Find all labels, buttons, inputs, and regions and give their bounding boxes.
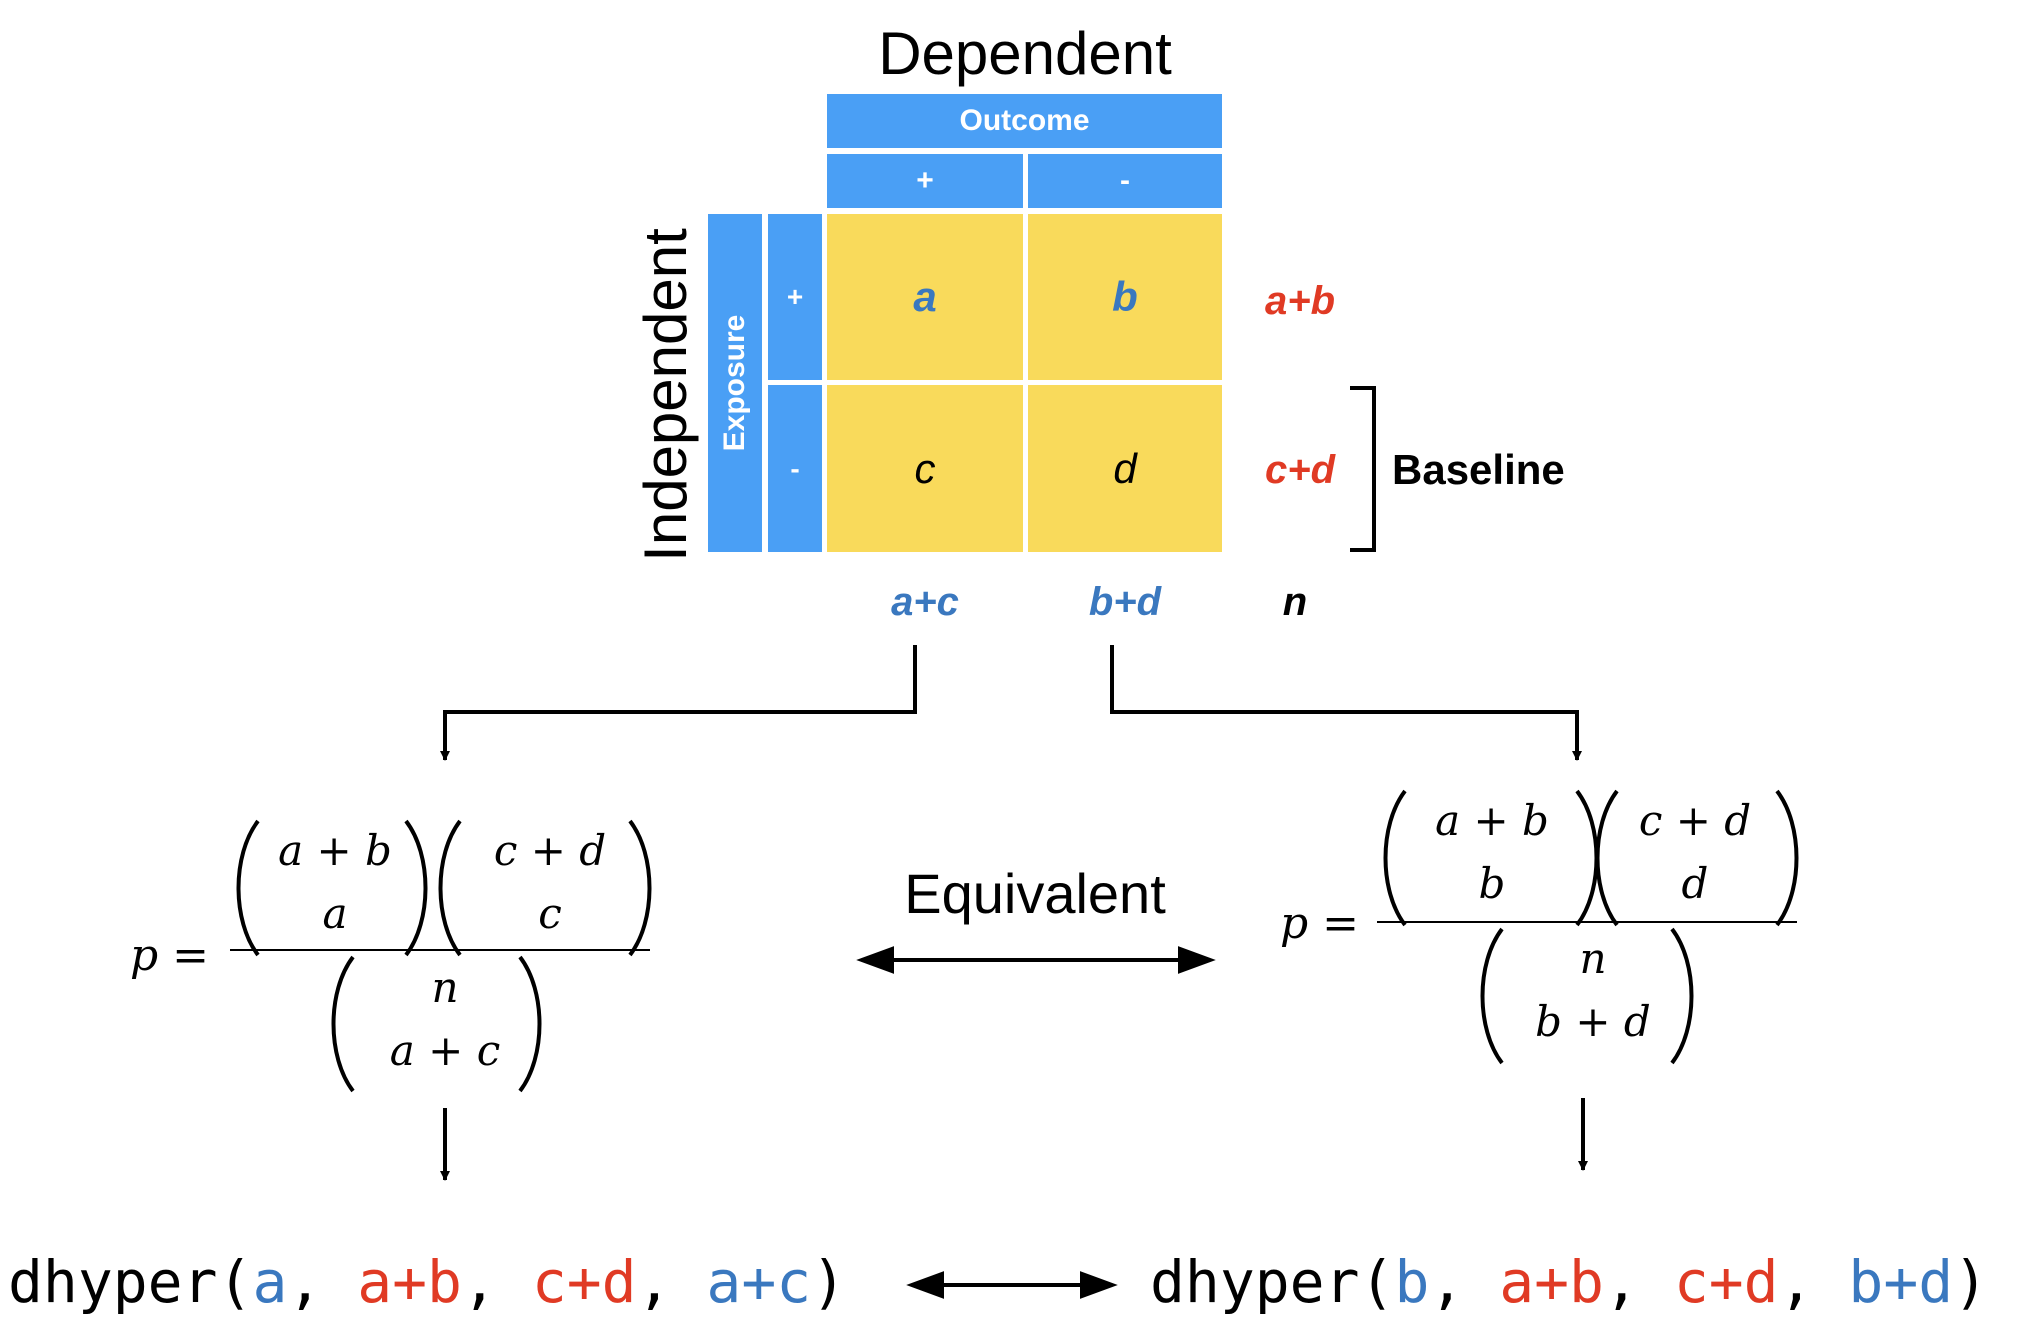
right-formula-p: p = [1280,898,1360,949]
equivalent-arrow-left-head [856,946,894,974]
left-branch-arrow [440,645,917,761]
outcome-minus-header: - [1028,154,1222,208]
right-branch-arrow [1110,645,1582,761]
right-binom-parens [1377,789,1799,1065]
left-formula-p: p = [130,930,210,981]
exposure-minus-header: - [768,385,822,552]
right-binom1-bottom: b [1478,858,1506,908]
left-binom1-bottom: a [322,888,348,938]
cell-d: d [1028,385,1222,552]
code-right: dhyper(b, a+b, c+d, b+d) [1150,1248,1989,1316]
equivalent-label: Equivalent [904,861,1166,925]
cell-a: a [827,214,1023,380]
outcome-plus-header: + [827,154,1023,208]
left-binom3-top: n [431,962,459,1012]
right-binom2-top: c + d [1638,795,1752,845]
cell-b: b [1028,214,1222,380]
right-binom2-bottom: d [1681,858,1709,908]
dependent-title: Dependent [878,19,1172,87]
row-total-ab: a+b [1264,278,1336,323]
right-binom3-bottom: b + d [1535,996,1651,1046]
exposure-plus-header: + [768,214,822,380]
code-arrow-left-head [906,1271,944,1299]
independent-title: Independent [631,228,699,562]
exposure-label: Exposure [718,314,751,452]
left-binom2-top: c + d [493,825,607,875]
equivalent-arrow-right-head [1178,946,1216,974]
left-binom1-top: a + b [278,825,392,875]
left-binom-parens [230,819,652,1093]
col-total-ac: a+c [891,579,959,624]
left-binom2-bottom: c [538,888,562,938]
left-binom3-bottom: a + c [389,1025,501,1075]
cell-c: c [827,385,1023,552]
code-left: dhyper(a, a+b, c+d, a+c) [8,1248,847,1316]
row-total-cd: c+d [1264,447,1336,492]
right-binom3-top: n [1579,933,1607,983]
baseline-bracket [1350,386,1376,552]
code-arrow-right-head [1080,1271,1118,1299]
col-total-bd: b+d [1088,579,1162,624]
grand-total-n: n [1282,579,1308,624]
exposure-header: Exposure [708,214,762,552]
right-binom1-top: a + b [1435,795,1549,845]
baseline-label: Baseline [1392,446,1565,493]
outcome-header: Outcome [827,94,1222,148]
